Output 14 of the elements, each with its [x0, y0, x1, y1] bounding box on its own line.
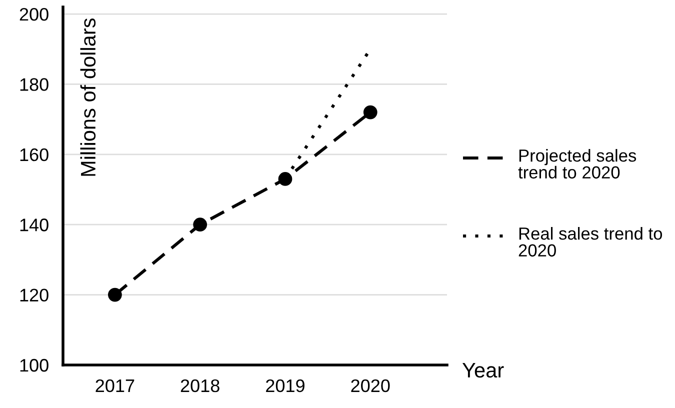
y-tick-label: 120 [20, 288, 48, 302]
y-tick-label: 100 [20, 358, 48, 372]
y-tick-label: 200 [20, 8, 48, 21]
y-tick-label: 160 [20, 148, 48, 162]
x-tick-label: 2017 [96, 379, 134, 392]
x-tick-label: 2018 [180, 379, 220, 392]
y-tick-label: 180 [20, 78, 48, 91]
y-axis-title: Millions of dollars [80, 18, 96, 176]
legend-label: Projected sales trend to 2020 [518, 149, 636, 179]
x-tick-label: 2020 [351, 379, 390, 392]
x-axis-title: Year [462, 363, 504, 378]
legend-label: Real sales trend to 2020 [518, 227, 662, 257]
x-tick-label: 2019 [266, 379, 304, 392]
y-tick-label: 140 [20, 218, 48, 232]
